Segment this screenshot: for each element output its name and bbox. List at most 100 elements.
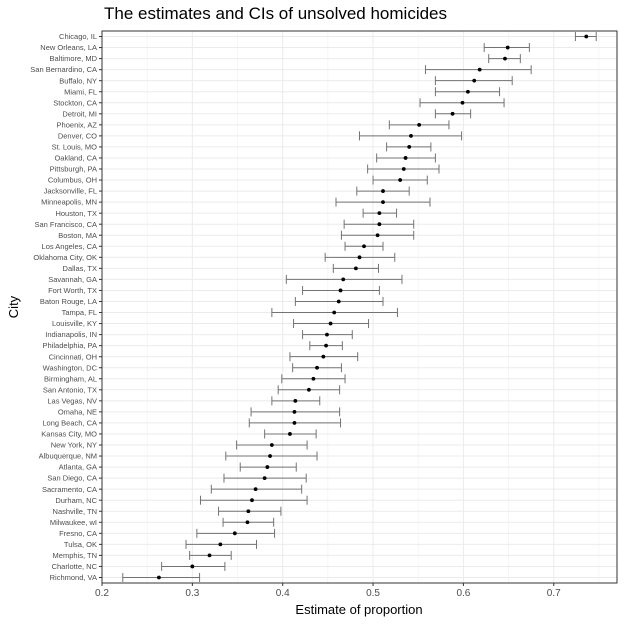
x-tick-label: 0.7 [547,588,561,599]
x-axis: 0.2 0.3 0.4 0.5 0.6 0.7 [95,583,561,599]
x-tick-label: 0.6 [456,588,470,599]
estimate-point [218,542,223,547]
estimate-point [292,409,297,414]
estimate-point [311,376,316,381]
estimate-point [460,100,465,105]
estimate-point [417,122,422,127]
city-estimate [332,263,379,273]
estimate-point [190,564,195,569]
city-estimate [122,572,201,582]
estimate-point [377,211,382,216]
city-estimate [424,65,532,75]
y-tick-label: Long Beach, CA [42,419,97,428]
y-tick-label: Fresno, CA [59,529,97,538]
plot-panel [101,31,617,583]
city-estimate [223,473,307,483]
estimate-point [265,465,270,469]
y-tick-label: San Bernardino, CA [30,65,97,74]
city-estimate [574,32,597,42]
estimate-point [398,178,403,182]
y-tick-label: Buffalo, NY [59,76,97,85]
city-estimate [362,208,398,218]
y-tick-label: Sacramento, CA [42,485,97,494]
city-estimate [161,561,226,571]
y-tick-label: Philadelphia, PA [43,341,97,350]
estimate-point [505,45,510,50]
y-tick-label: Atlanta, GA [59,463,97,472]
y-tick-label: Oakland, CA [54,154,97,163]
city-estimate [309,341,343,351]
y-tick-label: Los Angeles, CA [42,242,97,251]
estimate-point [381,189,385,193]
estimate-point [407,145,412,149]
y-tick-label: Richmond, VA [50,573,97,582]
city-estimate [356,186,410,196]
estimate-point [262,476,267,481]
estimate-point [584,34,589,39]
estimate-point [293,398,298,403]
y-tick-label: Louisville, KY [52,319,97,328]
city-estimate [264,429,317,439]
estimate-point [353,266,358,271]
y-tick-label: Milwaukee, wI [50,518,97,527]
chart-title: The estimates and CIs of unsolved homici… [104,4,448,23]
city-estimate [271,396,321,406]
city-estimate [488,54,521,64]
city-estimate [289,352,359,362]
city-estimate [434,76,513,86]
estimate-point [450,111,455,116]
estimate-point [269,443,274,447]
estimate-point [375,233,380,238]
estimate-point [401,167,406,171]
y-tick-label: Jacksonville, FL [44,187,97,196]
y-tick-label: Dallas, TX [63,264,97,273]
y-tick-label: Fort Worth, TX [48,286,97,295]
y-tick-label: St. Louis, MO [52,143,98,152]
estimate-point [207,553,212,558]
estimate-point [409,133,413,138]
estimate-point [245,520,250,525]
city-estimate [292,363,342,373]
city-estimate [281,374,346,384]
y-tick-label: New York, NY [51,441,97,450]
city-estimate [277,385,341,395]
y-tick-label: Indianapolis, IN [45,330,97,339]
panel-border [101,30,618,584]
city-estimate [248,418,342,428]
x-tick-label: 0.5 [366,588,380,599]
city-estimate [239,462,297,472]
x-tick-label: 0.4 [276,588,290,599]
city-estimate [388,120,450,130]
city-estimate [386,142,432,152]
city-estimate [302,330,353,340]
y-tick-label: Tampa, FL [62,308,97,317]
city-estimate [222,517,275,527]
city-estimate [376,153,436,163]
y-tick-label: Las Vegas, NV [47,396,97,405]
estimate-point [246,509,251,514]
estimate-point [466,89,470,94]
y-tick-label: Baton Rouge, LA [40,297,97,306]
estimate-point [288,432,292,436]
city-estimate [185,539,257,549]
y-tick-label: New Orleans, LA [40,43,97,52]
estimate-point [341,277,346,282]
city-estimate [293,319,370,329]
y-tick-label: Cincinnati, OH [49,352,97,361]
y-tick-label: Oklahoma City, OK [33,253,97,262]
city-estimate [210,484,303,494]
estimate-point [362,244,366,249]
estimate-point [307,387,311,392]
y-axis-title: City [6,295,21,318]
y-tick-label: Charlotte, NC [52,562,98,571]
y-tick-label: Pittsburgh, PA [50,165,97,174]
city-estimate [434,87,501,97]
y-tick-label: Birmingham, AL [44,374,97,383]
y-tick-label: Omaha, NE [58,407,97,416]
estimate-point [315,365,319,370]
city-estimate [196,528,276,538]
city-estimate [199,495,308,505]
city-estimate [419,98,505,108]
y-tick-label: Boston, MA [58,231,97,240]
city-estimate [344,241,384,251]
